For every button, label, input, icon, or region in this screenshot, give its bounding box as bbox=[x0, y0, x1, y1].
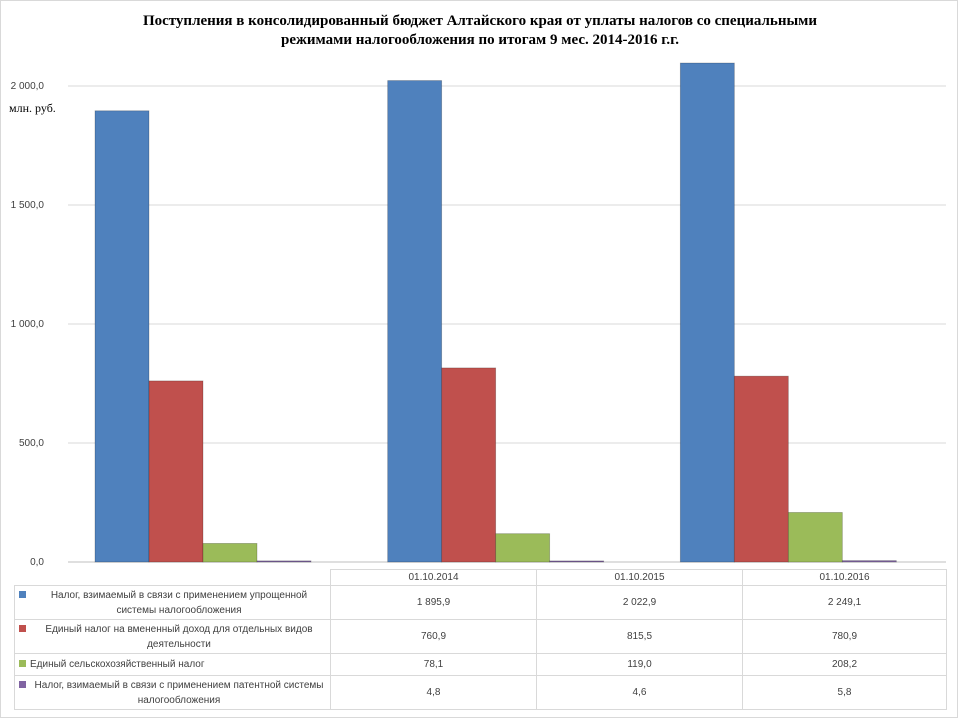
category-header: 01.10.2016 bbox=[742, 569, 947, 586]
y-tick-label: 1 500,0 bbox=[11, 200, 45, 211]
y-tick-label: 0,0 bbox=[30, 557, 44, 568]
legend-swatch bbox=[19, 590, 26, 598]
y-tick-label: 2 000,0 bbox=[11, 81, 45, 92]
data-table-row: Единый налог на вмененный доход для отде… bbox=[14, 619, 947, 654]
legend-swatch bbox=[19, 624, 26, 632]
legend-label: Единый сельскохозяйственный налог bbox=[30, 659, 205, 670]
bar bbox=[94, 110, 150, 563]
legend-label: Налог, взимаемый в связи с применением п… bbox=[34, 679, 324, 706]
bar bbox=[841, 560, 897, 563]
legend-swatch bbox=[19, 680, 26, 688]
data-cell: 208,2 bbox=[742, 653, 947, 676]
data-table-header-row: 01.10.2014 01.10.2015 01.10.2016 bbox=[14, 569, 947, 586]
bar bbox=[787, 512, 843, 563]
data-cell: 2 022,9 bbox=[536, 585, 743, 620]
legend-swatch bbox=[19, 660, 26, 667]
data-table-row: Единый сельскохозяйственный налог 78,1 1… bbox=[14, 653, 947, 676]
data-table-corner bbox=[14, 569, 331, 586]
y-tick-label: 1 000,0 bbox=[11, 319, 45, 330]
y-tick-label: 500,0 bbox=[19, 438, 44, 449]
data-cell: 4,6 bbox=[536, 675, 743, 710]
chart-title: Поступления в консолидированный бюджет А… bbox=[0, 12, 960, 50]
y-axis-unit-label: млн. руб. bbox=[9, 101, 56, 115]
legend-entry: Единый налог на вмененный доход для отде… bbox=[14, 619, 331, 654]
data-cell: 119,0 bbox=[536, 653, 743, 676]
legend-entry: Единый сельскохозяйственный налог bbox=[14, 653, 331, 676]
data-cell: 1 895,9 bbox=[330, 585, 537, 620]
bar bbox=[549, 560, 605, 563]
data-cell: 815,5 bbox=[536, 619, 743, 654]
category-header: 01.10.2015 bbox=[536, 569, 743, 586]
category-header: 01.10.2014 bbox=[330, 569, 537, 586]
data-cell: 2 249,1 bbox=[742, 585, 947, 620]
legend-label: Налог, взимаемый в связи с применением у… bbox=[50, 589, 308, 616]
legend-label: Единый налог на вмененный доход для отде… bbox=[45, 623, 313, 650]
bar bbox=[495, 533, 551, 563]
bar bbox=[387, 80, 443, 563]
bar bbox=[441, 367, 497, 563]
data-cell: 4,8 bbox=[330, 675, 537, 710]
data-table: 01.10.2014 01.10.2015 01.10.2016 Налог, … bbox=[14, 569, 947, 710]
data-cell: 78,1 bbox=[330, 653, 537, 676]
data-table-row: Налог, взимаемый в связи с применением у… bbox=[14, 585, 947, 620]
chart-title-line-1: Поступления в консолидированный бюджет А… bbox=[142, 13, 818, 29]
legend-entry: Налог, взимаемый в связи с применением п… bbox=[14, 675, 331, 710]
chart-title-line-2: режимами налогообложения по итогам 9 мес… bbox=[281, 32, 679, 48]
bar bbox=[256, 560, 312, 563]
bar bbox=[202, 543, 258, 563]
legend-entry: Налог, взимаемый в связи с применением у… bbox=[14, 585, 331, 620]
bar bbox=[148, 380, 204, 563]
data-table-row: Налог, взимаемый в связи с применением п… bbox=[14, 675, 947, 710]
bar bbox=[679, 62, 735, 563]
data-cell: 760,9 bbox=[330, 619, 537, 654]
bar bbox=[733, 375, 789, 563]
data-cell: 780,9 bbox=[742, 619, 947, 654]
data-cell: 5,8 bbox=[742, 675, 947, 710]
